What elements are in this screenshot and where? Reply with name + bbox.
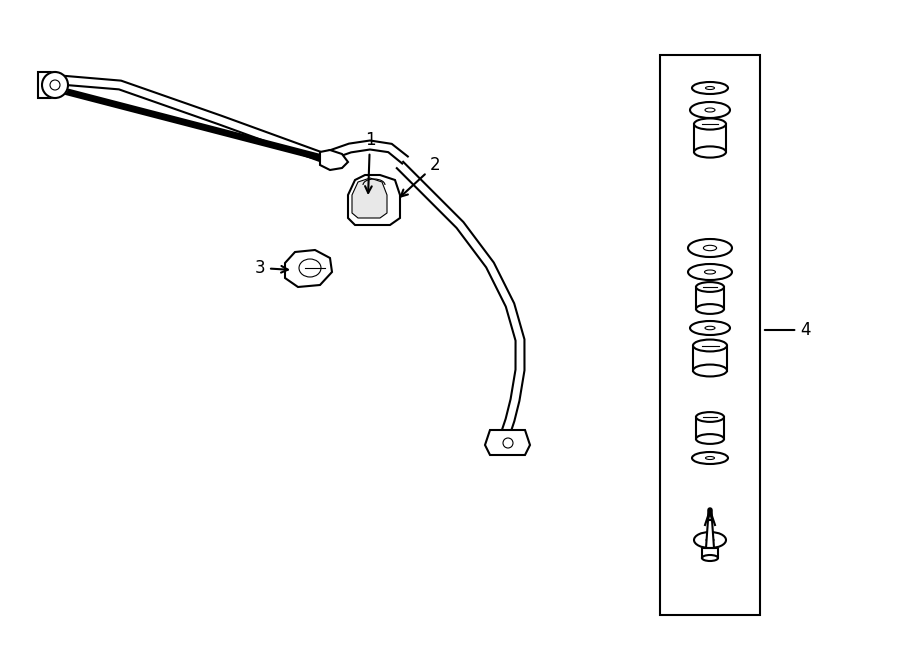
Ellipse shape — [690, 321, 730, 335]
Ellipse shape — [688, 239, 732, 257]
Ellipse shape — [696, 304, 724, 314]
Polygon shape — [702, 548, 718, 558]
Polygon shape — [706, 520, 714, 548]
Polygon shape — [59, 75, 331, 164]
Ellipse shape — [706, 457, 715, 459]
Ellipse shape — [693, 365, 727, 377]
Polygon shape — [696, 287, 724, 309]
Ellipse shape — [706, 538, 714, 542]
Circle shape — [42, 72, 68, 98]
Polygon shape — [285, 250, 332, 287]
Bar — [660, 55, 760, 615]
Ellipse shape — [694, 532, 726, 548]
Polygon shape — [693, 346, 727, 371]
Text: 2: 2 — [400, 156, 440, 196]
Ellipse shape — [692, 452, 728, 464]
Text: 4: 4 — [765, 321, 811, 339]
Ellipse shape — [688, 264, 732, 280]
Polygon shape — [348, 175, 400, 225]
Ellipse shape — [706, 87, 715, 89]
Ellipse shape — [705, 108, 715, 112]
Polygon shape — [320, 150, 348, 170]
Ellipse shape — [696, 282, 724, 292]
Ellipse shape — [690, 102, 730, 118]
Ellipse shape — [696, 412, 724, 422]
Polygon shape — [485, 430, 530, 455]
Ellipse shape — [692, 82, 728, 94]
Polygon shape — [708, 512, 712, 520]
Ellipse shape — [702, 555, 718, 561]
Polygon shape — [397, 162, 525, 436]
Polygon shape — [696, 417, 724, 439]
Polygon shape — [694, 124, 726, 152]
Text: 1: 1 — [364, 131, 375, 193]
Ellipse shape — [693, 340, 727, 352]
Text: 3: 3 — [255, 259, 288, 277]
Polygon shape — [352, 178, 387, 218]
Ellipse shape — [694, 146, 726, 157]
Ellipse shape — [705, 270, 716, 274]
Ellipse shape — [705, 327, 715, 330]
Polygon shape — [328, 141, 408, 163]
Ellipse shape — [694, 118, 726, 130]
Ellipse shape — [696, 434, 724, 444]
